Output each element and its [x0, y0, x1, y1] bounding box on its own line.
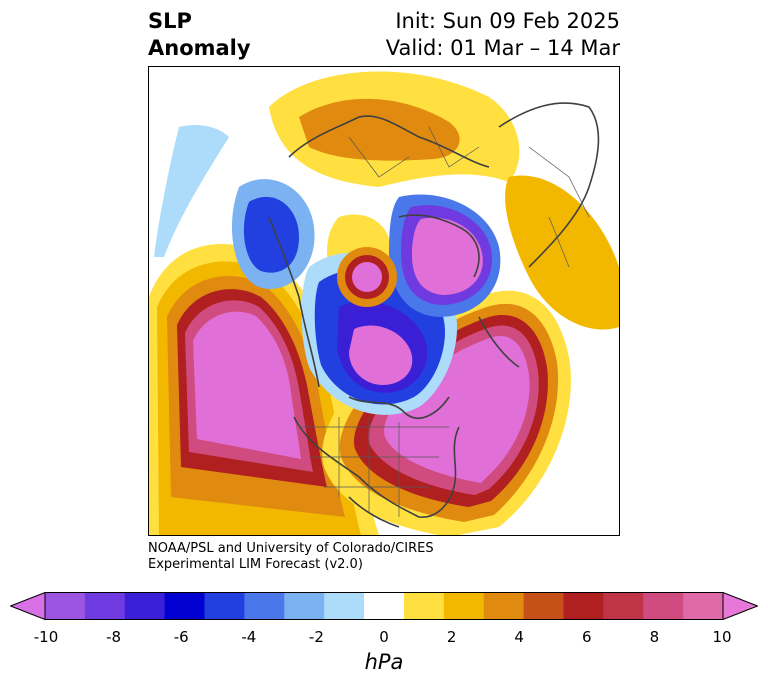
credit-line-1: NOAA/PSL and University of Colorado/CIRE…: [148, 541, 434, 556]
colorbar-segment: [204, 592, 245, 620]
colorbar-segment: [523, 592, 564, 620]
colorbar-segment: [643, 592, 684, 620]
pacific-high-anomaly: [149, 244, 379, 535]
colorbar-extend-high: [722, 592, 758, 620]
colorbar-segment: [603, 592, 644, 620]
colorbar-segment: [244, 592, 285, 620]
colorbar-segment: [284, 592, 325, 620]
colorbar-segment: [84, 592, 126, 620]
credit-line-2: Experimental LIM Forecast (v2.0): [148, 557, 363, 572]
colorbar-segment: [683, 592, 724, 620]
negative-anomalies: [154, 125, 501, 415]
coastlines: [268, 102, 600, 528]
colorbar-segment: [45, 592, 86, 620]
map-panel: [148, 66, 620, 536]
init-date: Init: Sun 09 Feb 2025: [395, 9, 620, 33]
colorbar-tick-label: 6: [582, 628, 592, 646]
colorbar-segment: [443, 592, 485, 620]
colorbar-tick-label: -6: [173, 628, 189, 646]
atlantic-high-anomaly: [322, 290, 571, 535]
colorbar-segment: [403, 592, 445, 620]
credit: NOAA/PSL and University of Colorado/CIRE…: [148, 541, 434, 573]
colorbar-tick-label: -8: [106, 628, 122, 646]
title-line-2: Anomaly: [148, 36, 251, 60]
colorbar-segment: [364, 592, 405, 620]
colorbar-tick-label: -4: [241, 628, 257, 646]
title-line-1: SLP: [148, 9, 192, 33]
colorbar-frame: [44, 592, 724, 620]
colorbar-tick-label: 8: [649, 628, 660, 646]
colorbar-tick-label: 0: [379, 628, 389, 646]
colorbar-segment: [164, 592, 206, 620]
anomaly-map: [149, 71, 619, 535]
colorbar-tick-label: -2: [308, 628, 324, 646]
colorbar-segments: [10, 592, 758, 620]
valid-range: Valid: 01 Mar – 14 Mar: [385, 36, 620, 60]
colorbar-segment: [563, 592, 604, 620]
colorbar-segment: [483, 592, 525, 620]
borders: [299, 126, 590, 517]
colorbar-tick-label: 2: [446, 628, 457, 646]
colorbar: [10, 592, 758, 620]
colorbar-extend-low: [10, 592, 46, 620]
colorbar-tick-label: 4: [514, 628, 524, 646]
colorbar-tick-label: -10: [33, 628, 59, 646]
colorbar-segment: [324, 592, 365, 620]
colorbar-segment: [124, 592, 166, 620]
map-title: SLP Anomaly: [148, 8, 251, 62]
map-subtitle: Init: Sun 09 Feb 2025 Valid: 01 Mar – 14…: [386, 8, 620, 62]
small-positive-anomaly: [337, 247, 397, 307]
colorbar-unit: hPa: [364, 650, 404, 674]
colorbar-tick-label: 10: [712, 628, 732, 646]
